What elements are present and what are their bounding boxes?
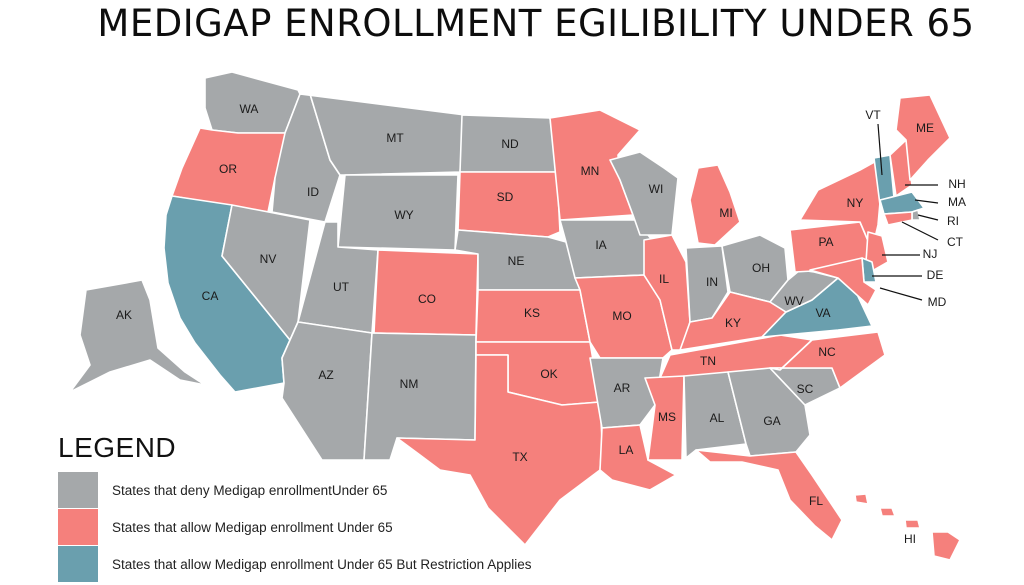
state-label-az: AZ bbox=[318, 368, 333, 382]
state-label-vt: VT bbox=[865, 108, 881, 122]
legend-label-restricted: States that allow Medigap enrollment Und… bbox=[112, 556, 532, 572]
legend-swatch-deny bbox=[58, 472, 98, 508]
state-label-id: ID bbox=[307, 185, 319, 199]
legend-item-allow: States that allow Medigap enrollment Und… bbox=[58, 507, 393, 547]
state-ar bbox=[589, 357, 664, 429]
state-label-sc: SC bbox=[797, 382, 814, 396]
state-ms bbox=[644, 375, 685, 461]
state-nc bbox=[769, 331, 886, 389]
state-label-de: DE bbox=[927, 268, 944, 282]
callout-line-md bbox=[879, 287, 923, 301]
map-title: MEDIGAP ENROLLMENT EGILIBILITY UNDER 65 bbox=[97, 2, 975, 45]
state-label-va: VA bbox=[815, 306, 830, 320]
state-sd bbox=[457, 171, 561, 238]
state-label-ok: OK bbox=[540, 367, 557, 381]
state-label-nv: NV bbox=[260, 252, 277, 266]
state-tx bbox=[396, 354, 603, 546]
state-label-ia: IA bbox=[595, 238, 606, 252]
state-label-ms: MS bbox=[658, 410, 676, 424]
state-label-ar: AR bbox=[614, 381, 631, 395]
legend-label-deny: States that deny Medigap enrollmentUnder… bbox=[112, 482, 388, 498]
state-label-ct: CT bbox=[947, 235, 964, 249]
state-label-me: ME bbox=[916, 121, 934, 135]
state-label-il: IL bbox=[659, 272, 669, 286]
state-label-wa: WA bbox=[240, 102, 259, 116]
callout-line-ma bbox=[914, 199, 939, 204]
state-al bbox=[683, 371, 747, 459]
state-label-wi: WI bbox=[649, 182, 664, 196]
state-label-mi: MI bbox=[719, 206, 732, 220]
legend-swatch-allow bbox=[58, 509, 98, 545]
state-label-fl: FL bbox=[809, 494, 823, 508]
state-fl bbox=[695, 449, 843, 541]
state-label-nj: NJ bbox=[923, 247, 938, 261]
state-md bbox=[809, 257, 877, 306]
state-mi bbox=[689, 164, 741, 246]
state-label-sd: SD bbox=[497, 190, 514, 204]
state-label-or: OR bbox=[219, 162, 237, 176]
legend-item-deny: States that deny Medigap enrollmentUnder… bbox=[58, 470, 387, 510]
legend-item-restricted: States that allow Medigap enrollment Und… bbox=[58, 544, 531, 584]
state-ct bbox=[883, 211, 913, 226]
state-label-ks: KS bbox=[524, 306, 540, 320]
state-label-pa: PA bbox=[818, 235, 833, 249]
state-label-co: CO bbox=[418, 292, 436, 306]
state-label-la: LA bbox=[619, 443, 634, 457]
state-label-ny: NY bbox=[847, 196, 864, 210]
state-or bbox=[171, 127, 289, 213]
state-label-md: MD bbox=[928, 295, 947, 309]
state-label-oh: OH bbox=[752, 261, 770, 275]
state-label-wv: WV bbox=[784, 294, 803, 308]
state-ak bbox=[69, 279, 206, 393]
state-label-ma: MA bbox=[948, 195, 966, 209]
state-label-tx: TX bbox=[512, 450, 527, 464]
state-label-ga: GA bbox=[763, 414, 780, 428]
state-hi bbox=[854, 493, 961, 561]
state-label-ut: UT bbox=[333, 280, 350, 294]
state-in bbox=[685, 245, 729, 323]
state-label-ky: KY bbox=[725, 316, 741, 330]
legend-label-allow: States that allow Medigap enrollment Und… bbox=[112, 519, 393, 535]
state-label-nc: NC bbox=[818, 345, 836, 359]
state-label-ne: NE bbox=[508, 254, 525, 268]
state-label-hi: HI bbox=[904, 532, 916, 546]
state-label-ri: RI bbox=[947, 214, 959, 228]
state-az bbox=[281, 321, 373, 461]
state-label-al: AL bbox=[710, 411, 725, 425]
state-label-tn: TN bbox=[700, 354, 716, 368]
state-me bbox=[895, 94, 951, 181]
callout-line-vt bbox=[877, 123, 883, 176]
state-label-nd: ND bbox=[501, 137, 519, 151]
legend-title: LEGEND bbox=[58, 432, 177, 463]
state-nj bbox=[865, 231, 889, 271]
state-label-mo: MO bbox=[612, 309, 631, 323]
legend-swatch-restricted bbox=[58, 546, 98, 582]
state-label-ca: CA bbox=[202, 289, 219, 303]
state-label-mt: MT bbox=[386, 131, 404, 145]
state-la bbox=[599, 424, 677, 491]
state-label-ak: AK bbox=[116, 308, 132, 322]
state-label-nm: NM bbox=[400, 377, 419, 391]
callout-line-ct bbox=[901, 221, 939, 241]
state-label-mn: MN bbox=[581, 164, 600, 178]
state-label-wy: WY bbox=[394, 208, 413, 222]
callout-line-ri bbox=[917, 214, 939, 221]
state-label-nh: NH bbox=[948, 177, 965, 191]
state-label-in: IN bbox=[706, 275, 718, 289]
